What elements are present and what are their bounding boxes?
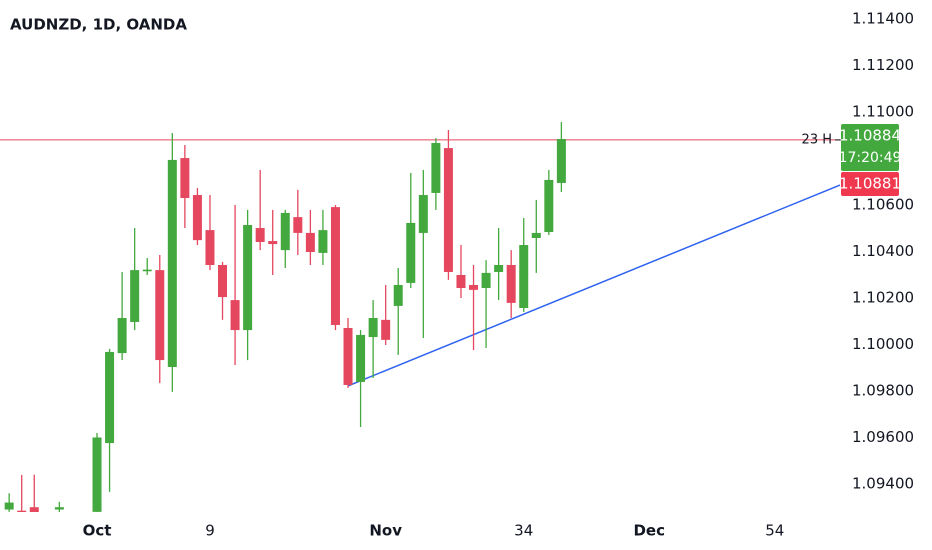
candle-body <box>456 274 466 289</box>
candle-body <box>230 300 240 331</box>
last-price-tag <box>841 124 899 172</box>
candle-body <box>54 507 64 510</box>
candle-body <box>519 245 529 308</box>
candle-body <box>381 319 391 340</box>
candle-body <box>167 159 177 368</box>
candle-body <box>506 264 516 303</box>
y-tick-label: 1.11400 <box>852 10 914 28</box>
candle-body <box>29 507 39 512</box>
candle-body <box>218 264 228 298</box>
x-tick-label: Dec <box>633 522 665 540</box>
candle-body <box>481 272 491 289</box>
candle-body <box>305 232 315 252</box>
candle-body <box>4 502 14 510</box>
candle-body <box>243 225 253 331</box>
candle-body <box>431 142 441 193</box>
y-tick-label: 1.11200 <box>852 56 914 74</box>
candle-body <box>443 148 453 272</box>
candle-body <box>142 269 152 272</box>
trend-line <box>347 184 840 387</box>
candle-body <box>531 232 541 239</box>
level-label: 23 H <box>802 132 832 147</box>
candle-body <box>130 270 140 322</box>
candle-body <box>293 217 303 233</box>
candle-body <box>180 158 190 199</box>
x-tick-label: 54 <box>765 522 784 540</box>
y-tick-label: 1.09400 <box>852 474 914 492</box>
x-tick-label: 9 <box>205 522 215 540</box>
y-tick-label: 1.10600 <box>852 196 914 214</box>
candle-body <box>356 334 366 382</box>
countdown-label: 17:20:49 <box>839 150 902 166</box>
candle-body <box>205 230 215 265</box>
y-tick-label: 1.09800 <box>852 381 914 399</box>
candle-body <box>92 437 102 512</box>
candle-body <box>406 222 416 283</box>
candle-body <box>268 241 278 245</box>
y-tick-label: 1.10400 <box>852 242 914 260</box>
candle-body <box>343 327 353 385</box>
chart-title: AUDNZD, 1D, OANDA <box>10 16 187 34</box>
candle-body <box>192 195 202 241</box>
y-tick-label: 1.10000 <box>852 335 914 353</box>
y-tick-label: 1.10200 <box>852 289 914 307</box>
candle-body <box>330 207 340 325</box>
candle-body <box>255 228 265 242</box>
candle-body <box>494 264 504 272</box>
x-tick-label: 34 <box>514 522 533 540</box>
candle-body <box>556 139 566 183</box>
candle-body <box>318 230 328 253</box>
plot-area <box>0 122 840 512</box>
candle-body <box>393 284 403 306</box>
candle-body <box>117 317 127 354</box>
candle-body <box>280 212 290 251</box>
candle-body <box>544 179 554 232</box>
candle-body <box>368 317 378 338</box>
x-tick-label: Nov <box>369 522 402 540</box>
bid-price-tag <box>841 172 899 197</box>
candle-body <box>155 270 165 361</box>
candle-body <box>469 284 479 290</box>
bid-price-label: 1.10881 <box>839 175 901 193</box>
candle-body <box>105 351 115 444</box>
candle-body <box>418 195 428 233</box>
last-price-label: 1.10884 <box>839 127 901 145</box>
candle-body <box>17 510 27 512</box>
y-tick-label: 1.11000 <box>852 103 914 121</box>
y-tick-label: 1.09600 <box>852 428 914 446</box>
x-tick-label: Oct <box>83 522 112 540</box>
